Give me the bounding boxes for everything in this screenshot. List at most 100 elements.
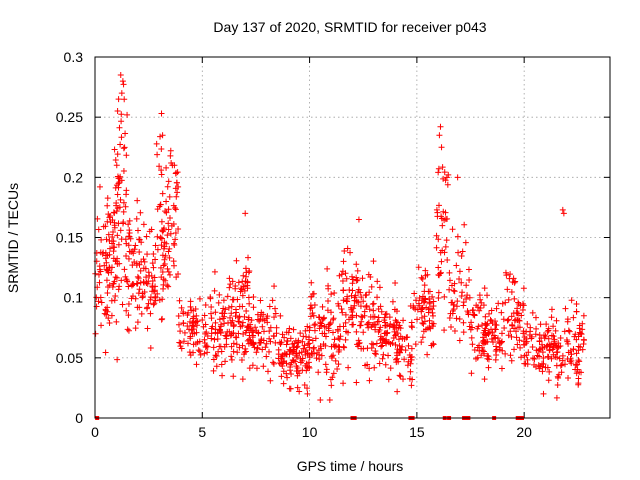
data-point [342, 319, 349, 326]
data-point [426, 299, 433, 306]
data-point [430, 302, 437, 309]
data-point [395, 358, 402, 365]
data-point [366, 365, 373, 372]
data-point [509, 278, 516, 285]
data-point [463, 296, 470, 303]
data-point [120, 199, 127, 206]
data-point [554, 354, 561, 361]
data-point [108, 297, 115, 304]
data-point [446, 286, 453, 293]
data-point [204, 349, 211, 356]
data-point [353, 261, 360, 268]
data-point [221, 320, 228, 327]
data-point [440, 175, 447, 182]
data-point [210, 367, 217, 374]
data-point [573, 362, 580, 369]
data-point [508, 333, 515, 340]
data-point [544, 328, 551, 335]
data-point [459, 248, 466, 255]
data-point [175, 226, 182, 233]
data-point [364, 345, 371, 352]
plot-frame [94, 56, 611, 419]
data-point [345, 364, 352, 371]
data-point [156, 163, 163, 170]
data-point [283, 360, 290, 367]
data-point [473, 302, 480, 309]
data-point [383, 310, 390, 317]
data-point [375, 318, 382, 325]
data-point [311, 322, 318, 329]
data-point [149, 260, 156, 267]
data-point [284, 374, 291, 381]
data-point [134, 304, 141, 311]
data-point [159, 190, 166, 197]
data-point [215, 299, 222, 306]
data-point [208, 315, 215, 322]
data-point [315, 369, 322, 376]
data-point [310, 344, 317, 351]
data-point [254, 311, 261, 318]
data-point [106, 214, 113, 221]
data-point [463, 282, 470, 289]
data-point [381, 337, 388, 344]
data-point [531, 356, 538, 363]
data-point [309, 290, 316, 297]
data-point [238, 356, 245, 363]
data-point [114, 108, 121, 114]
data-point [226, 275, 233, 282]
data-point [424, 271, 431, 278]
data-point [517, 344, 524, 351]
data-point [143, 274, 150, 281]
data-point [114, 151, 121, 158]
data-point [501, 325, 508, 332]
data-point [240, 283, 247, 290]
data-point [103, 277, 110, 284]
data-point [371, 364, 378, 371]
data-point [390, 335, 397, 342]
data-point [394, 352, 401, 359]
data-point [242, 348, 249, 355]
data-point [234, 349, 241, 356]
data-point [296, 370, 303, 377]
data-point [284, 337, 291, 344]
data-point [468, 370, 475, 377]
data-point [95, 226, 102, 233]
data-point [102, 255, 109, 262]
data-point [324, 307, 331, 314]
data-point [157, 201, 164, 208]
data-point [424, 351, 431, 358]
data-point [376, 284, 383, 291]
data-point [328, 382, 335, 389]
data-point [328, 353, 335, 360]
data-point [251, 344, 258, 351]
data-point [564, 318, 571, 325]
data-point [193, 361, 200, 368]
data-point [123, 253, 130, 260]
data-point [454, 298, 461, 305]
data-point [446, 315, 453, 322]
data-point [242, 265, 249, 272]
data-point [555, 343, 562, 350]
data-point [235, 330, 242, 337]
data-point [144, 325, 151, 332]
data-point [96, 183, 103, 190]
data-point [488, 317, 495, 324]
data-point [98, 299, 105, 306]
data-point [435, 264, 442, 271]
data-point [392, 279, 399, 286]
data-point [403, 334, 410, 341]
data-point [270, 332, 277, 339]
data-point [223, 333, 230, 340]
data-point [426, 317, 433, 324]
data-point [186, 326, 193, 333]
data-point [263, 340, 270, 347]
data-point [150, 251, 157, 258]
data-point [471, 311, 478, 318]
data-point [570, 314, 577, 321]
data-point [408, 345, 415, 352]
data-point [159, 268, 166, 275]
data-point [230, 373, 237, 380]
data-point [427, 325, 434, 332]
data-point [349, 321, 356, 328]
data-point [520, 285, 527, 292]
